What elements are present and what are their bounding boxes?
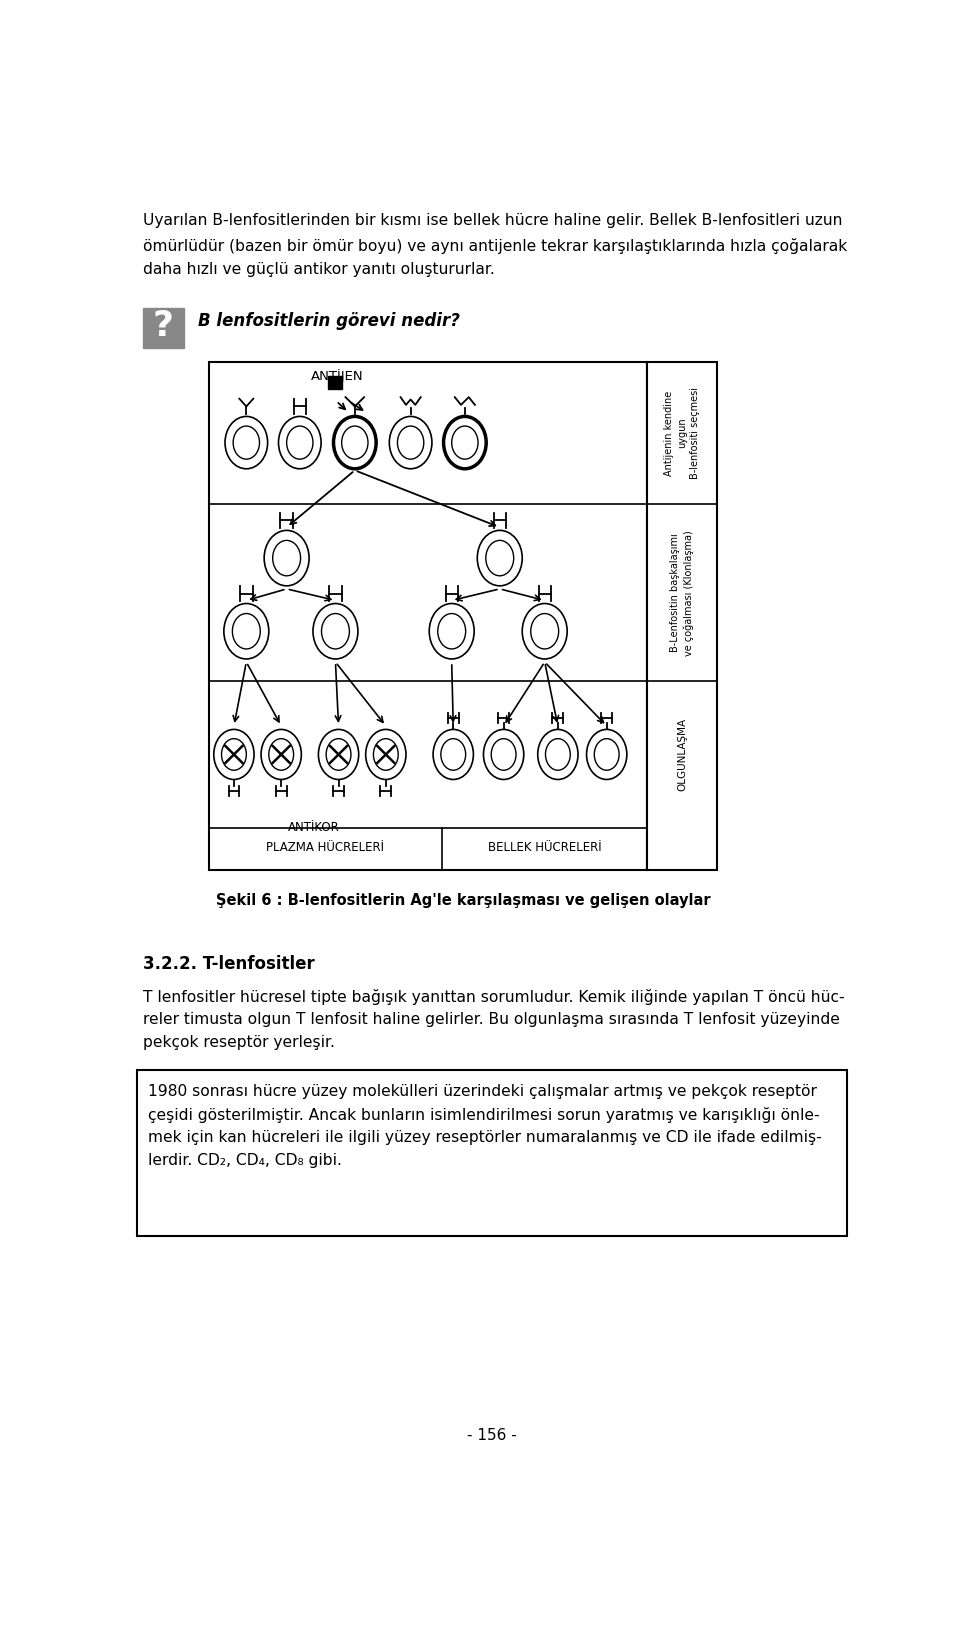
- Ellipse shape: [342, 427, 368, 459]
- Ellipse shape: [326, 739, 351, 770]
- Ellipse shape: [390, 417, 432, 469]
- Ellipse shape: [233, 427, 259, 459]
- Bar: [137, 1071, 847, 1236]
- Text: mek için kan hücreleri ile ilgili yüzey reseptörler numaralanmış ve CD ile ifade: mek için kan hücreleri ile ilgili yüzey …: [148, 1130, 822, 1144]
- Ellipse shape: [545, 739, 570, 770]
- Bar: [143, 307, 183, 348]
- Ellipse shape: [214, 729, 254, 780]
- Text: Antijenin kendine
uygun
B-lenfositi seçmesi: Antijenin kendine uygun B-lenfositi seçm…: [663, 387, 700, 479]
- Ellipse shape: [477, 530, 522, 585]
- Text: PLAZMA HÜCRELERİ: PLAZMA HÜCRELERİ: [266, 842, 384, 855]
- Text: çeşidi gösterilmiştir. Ancak bunların isimlendirilmesi sorun yaratmış ve karışık: çeşidi gösterilmiştir. Ancak bunların is…: [148, 1107, 820, 1123]
- Text: - 156 -: - 156 -: [468, 1429, 516, 1444]
- Ellipse shape: [273, 541, 300, 576]
- Ellipse shape: [594, 739, 619, 770]
- Text: 1980 sonrası hücre yüzey molekülleri üzerindeki çalışmalar artmış ve pekçok rese: 1980 sonrası hücre yüzey molekülleri üze…: [148, 1084, 817, 1099]
- Text: B-Lenfositin başkalaşımı
ve çoğalması (Klonlaşma): B-Lenfositin başkalaşımı ve çoğalması (K…: [670, 530, 694, 656]
- Ellipse shape: [333, 417, 376, 469]
- Bar: [647, 361, 717, 870]
- Text: 3.2.2. T-lenfositler: 3.2.2. T-lenfositler: [143, 955, 315, 973]
- Text: T lenfositler hücresel tipte bağışık yanıttan sorumludur. Kemik iliğinde yapılan: T lenfositler hücresel tipte bağışık yan…: [143, 989, 845, 1006]
- Ellipse shape: [322, 613, 349, 649]
- Ellipse shape: [313, 603, 358, 659]
- Ellipse shape: [287, 427, 313, 459]
- Ellipse shape: [538, 729, 578, 780]
- Text: B lenfositlerin görevi nedir?: B lenfositlerin görevi nedir?: [198, 312, 460, 330]
- Ellipse shape: [438, 613, 466, 649]
- Ellipse shape: [522, 603, 567, 659]
- Ellipse shape: [269, 739, 294, 770]
- Ellipse shape: [452, 427, 478, 459]
- Text: ANTİJEN: ANTİJEN: [311, 370, 363, 384]
- Text: BELLEK HÜCRELERİ: BELLEK HÜCRELERİ: [488, 842, 601, 855]
- Text: pekçok reseptör yerleşir.: pekçok reseptör yerleşir.: [143, 1035, 335, 1051]
- Bar: [327, 376, 342, 389]
- Ellipse shape: [222, 739, 247, 770]
- Ellipse shape: [278, 417, 321, 469]
- Text: ömürlüdür (bazen bir ömür boyu) ve aynı antijenle tekrar karşılaştıklarında hızl: ömürlüdür (bazen bir ömür boyu) ve aynı …: [143, 237, 848, 253]
- Ellipse shape: [397, 427, 423, 459]
- Text: reler timusta olgun T lenfosit haline gelirler. Bu olgunlaşma sırasında T lenfos: reler timusta olgun T lenfosit haline ge…: [143, 1012, 840, 1027]
- Text: Uyarılan B-lenfositlerinden bir kısmı ise bellek hücre haline gelir. Bellek B-le: Uyarılan B-lenfositlerinden bir kısmı is…: [143, 213, 843, 229]
- Ellipse shape: [232, 613, 260, 649]
- Ellipse shape: [366, 729, 406, 780]
- Ellipse shape: [433, 729, 473, 780]
- Ellipse shape: [486, 541, 514, 576]
- Ellipse shape: [441, 739, 466, 770]
- Text: ANTİKOR: ANTİKOR: [288, 821, 340, 834]
- Text: Şekil 6 : B-lenfositlerin Ag'le karşılaşması ve gelişen olaylar: Şekil 6 : B-lenfositlerin Ag'le karşılaş…: [216, 893, 710, 907]
- Ellipse shape: [224, 603, 269, 659]
- Ellipse shape: [429, 603, 474, 659]
- Ellipse shape: [587, 729, 627, 780]
- Text: ?: ?: [153, 309, 174, 343]
- Ellipse shape: [261, 729, 301, 780]
- Ellipse shape: [225, 417, 268, 469]
- Ellipse shape: [492, 739, 516, 770]
- Ellipse shape: [319, 729, 359, 780]
- Text: lerdir. CD₂, CD₄, CD₈ gibi.: lerdir. CD₂, CD₄, CD₈ gibi.: [148, 1153, 342, 1169]
- Ellipse shape: [484, 729, 524, 780]
- Text: daha hızlı ve güçlü antikor yanıtı oluştururlar.: daha hızlı ve güçlü antikor yanıtı oluşt…: [143, 263, 495, 278]
- Bar: [209, 361, 647, 870]
- Ellipse shape: [531, 613, 559, 649]
- Ellipse shape: [264, 530, 309, 585]
- Text: OLGUNLAŞMA: OLGUNLAŞMA: [677, 718, 686, 791]
- Ellipse shape: [444, 417, 486, 469]
- Ellipse shape: [373, 739, 398, 770]
